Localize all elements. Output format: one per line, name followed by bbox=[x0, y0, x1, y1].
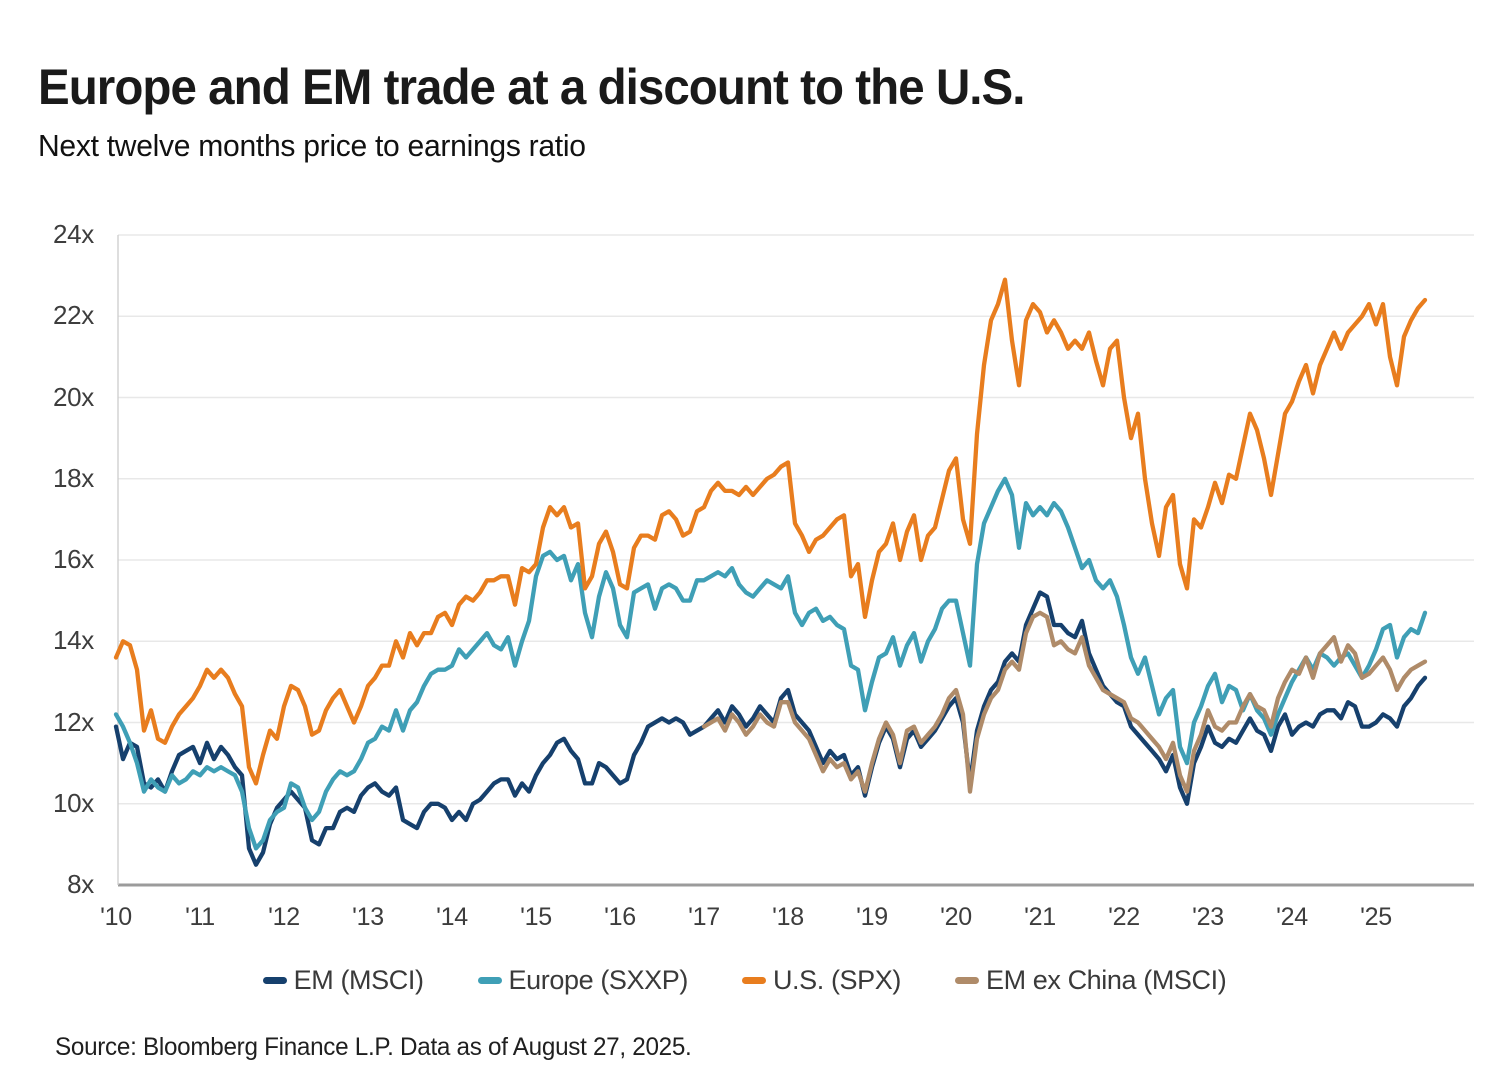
x-tick-label: '14 bbox=[436, 903, 468, 931]
y-tick-label: 18x bbox=[52, 462, 94, 493]
europe-sxxp-line-marker bbox=[477, 976, 502, 984]
y-axis-labels: 24x 22x 20x 18x 16x 14x 12x 10x 8x bbox=[24, 0, 94, 920]
x-tick-label: '17 bbox=[688, 903, 720, 931]
chart-subtitle-text: Next twelve months price to earnings rat… bbox=[38, 128, 586, 163]
x-tick-label: '15 bbox=[520, 903, 552, 931]
x-tick-label: '18 bbox=[772, 903, 804, 931]
page-title-text: Europe and EM trade at a discount to the… bbox=[38, 58, 1025, 115]
y-tick-label: 24x bbox=[52, 219, 94, 249]
x-tick-label: '25 bbox=[1360, 903, 1392, 931]
legend-item-em-ex-china: EM ex China (MSCI) bbox=[954, 964, 1227, 996]
legend-label-em-ex-china: EM ex China (MSCI) bbox=[985, 964, 1227, 995]
legend-item-em-msci: EM (MSCI) bbox=[262, 964, 424, 996]
x-tick-label: '16 bbox=[604, 903, 636, 931]
source-note: Source: Bloomberg Finance L.P. Data as o… bbox=[55, 1033, 711, 1062]
legend-item-us-spx: U.S. (SPX) bbox=[741, 964, 901, 996]
x-tick-label: '20 bbox=[940, 903, 972, 931]
series-line-3 bbox=[701, 610, 1428, 794]
x-tick-label: '12 bbox=[268, 903, 300, 931]
y-tick-label: 10x bbox=[52, 787, 94, 818]
x-tick-label: '11 bbox=[185, 903, 215, 931]
x-tick-label: '23 bbox=[1192, 903, 1224, 931]
y-tick-label: 22x bbox=[52, 300, 94, 331]
x-tick-label: '21 bbox=[1024, 903, 1056, 931]
legend-label-europe-sxxp: Europe (SXXP) bbox=[508, 964, 689, 995]
line-chart-plot bbox=[113, 234, 1474, 887]
y-tick-label: 8x bbox=[67, 869, 94, 899]
x-tick-label: '13 bbox=[352, 903, 384, 931]
em-ex-china-line-marker bbox=[954, 976, 979, 984]
em-msci-line-marker bbox=[262, 976, 287, 984]
x-tick-label: '24 bbox=[1276, 903, 1308, 931]
source-note-text: Source: Bloomberg Finance L.P. Data as o… bbox=[55, 1033, 692, 1061]
us-spx-line-marker bbox=[741, 976, 766, 984]
y-tick-label: 20x bbox=[52, 381, 94, 412]
chart-subtitle: Next twelve months price to earnings rat… bbox=[38, 128, 603, 164]
legend-item-europe-sxxp: Europe (SXXP) bbox=[477, 964, 689, 996]
y-tick-label: 14x bbox=[52, 625, 94, 656]
chart-legend: EM (MSCI) Europe (SXXP) U.S. (SPX) EM ex… bbox=[0, 960, 1489, 1000]
legend-label-em-msci: EM (MSCI) bbox=[293, 964, 424, 995]
series-line-1 bbox=[113, 476, 1428, 851]
x-tick-label: '10 bbox=[100, 903, 132, 931]
series-line-2 bbox=[113, 277, 1428, 786]
series-line-0 bbox=[113, 590, 1428, 867]
x-tick-label: '22 bbox=[1108, 903, 1140, 931]
x-tick-label: '19 bbox=[856, 903, 888, 931]
y-tick-label: 12x bbox=[52, 706, 94, 737]
x-axis-labels: '10 '11 '12 '13 '14 '15 '16 '17 '18 '19 '20 '21 '22 '… bbox=[0, 903, 1489, 937]
y-tick-label: 16x bbox=[52, 544, 94, 574]
page-title: Europe and EM trade at a discount to the… bbox=[38, 58, 1076, 116]
legend-label-us-spx: U.S. (SPX) bbox=[772, 964, 901, 995]
